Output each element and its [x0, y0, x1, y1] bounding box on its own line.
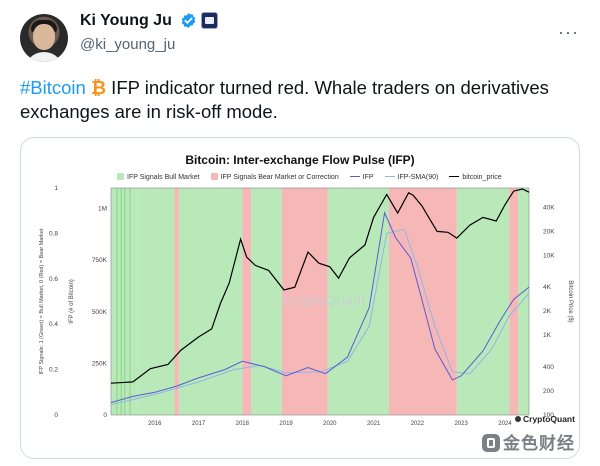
price-tick-1: 20K — [543, 228, 555, 235]
bear-band-0 — [174, 188, 179, 415]
price-axis-label: Bitcoin Price ($) — [567, 280, 573, 322]
bull-band-2 — [178, 188, 243, 415]
signal-tick-1: 0.8 — [49, 230, 58, 237]
sma-line — [110, 228, 530, 406]
price-tick-2: 10K — [543, 252, 555, 259]
ifp-tick-0: 1M — [98, 206, 107, 213]
x-tick-1: 2017 — [192, 421, 206, 427]
ifp-tick-3: 250K — [92, 360, 108, 367]
x-tick-3: 2019 — [279, 421, 293, 427]
legend-bear: IFP Signals Bear Market or Correction — [210, 173, 339, 181]
hashtag-link[interactable]: #Bitcoin — [20, 77, 86, 98]
price-tick-0: 40K — [543, 204, 555, 211]
ifp-tick-4: 0 — [103, 412, 107, 419]
bull-band-5 — [456, 188, 510, 415]
legend-price-label: bitcoin_price — [462, 174, 502, 181]
x-tick-5: 2021 — [367, 421, 381, 427]
chart-legend: IFP Signals Bull Market IFP Signals Bear… — [117, 173, 511, 183]
bull-stripe-0 — [116, 188, 118, 415]
avatar[interactable] — [20, 14, 68, 62]
bear-band-1 — [242, 188, 252, 415]
bear-band-4 — [509, 188, 519, 415]
signal-tick-0: 1 — [54, 185, 58, 192]
plot-frame — [110, 187, 530, 416]
legend-sma-label: IFP-SMA(90) — [397, 174, 439, 181]
price-tick-7: 200 — [543, 388, 554, 395]
watermark: CryptoQuant — [281, 292, 366, 308]
price-line — [110, 188, 530, 384]
chart-image-card[interactable]: 1 0.8 0.6 0.4 0.2 0 1M 750K 500K 250K 0 40K 20K 10K 4K… — [20, 137, 580, 459]
bear-band-2 — [281, 188, 328, 415]
price-tick-3: 4K — [543, 284, 552, 291]
price-tick-5: 1K — [543, 332, 552, 339]
ifp-line — [110, 211, 530, 404]
ifp-tick-1: 750K — [92, 257, 108, 264]
tweet-text: #Bitcoin ₿ IFP indicator turned red. Wha… — [20, 76, 580, 124]
x-tick-4: 2020 — [323, 421, 337, 427]
affiliate-badge-icon[interactable] — [201, 12, 218, 29]
ifp-chart: 1 0.8 0.6 0.4 0.2 0 1M 750K 500K 250K 0 40K 20K 10K 4K… — [39, 185, 573, 427]
tweet-body: IFP indicator turned red. Whale traders … — [20, 77, 549, 122]
signal-tick-2: 0.6 — [49, 276, 58, 283]
ifp-axis-label: IFP (# of Bitcoin) — [69, 279, 75, 324]
bull-stripe-2 — [124, 188, 126, 415]
bull-band-1 — [137, 188, 175, 415]
price-tick-4: 2K — [543, 308, 552, 315]
bull-stripe-1 — [120, 188, 122, 415]
signal-tick-5: 0 — [54, 412, 58, 419]
legend-price: bitcoin_price — [449, 174, 502, 181]
legend-sma: IFP-SMA(90) — [384, 174, 439, 181]
bull-band-6 — [518, 188, 529, 415]
x-tick-0: 2016 — [148, 421, 162, 427]
author-name[interactable]: Ki Young Ju — [80, 12, 172, 29]
cryptoquant-logo: CryptoQuant — [515, 414, 575, 424]
legend-bull-label: IFP Signals Bull Market — [127, 174, 200, 181]
cryptoquant-logo-text: CryptoQuant — [523, 414, 575, 424]
legend-ifp: IFP — [349, 174, 374, 181]
legend-ifp-label: IFP — [362, 174, 374, 181]
signal-tick-4: 0.2 — [49, 367, 58, 374]
legend-bear-label: IFP Signals Bear Market or Correction — [220, 174, 339, 181]
x-tick-2: 2018 — [236, 421, 250, 427]
bull-stripe-3 — [129, 188, 131, 415]
x-tick-6: 2022 — [411, 421, 425, 427]
signal-axis-label: IFP Signals: 1 (Green) = Bull Market, 0 … — [39, 228, 45, 374]
price-tick-6: 400 — [543, 364, 554, 371]
bitcoin-emoji-icon: ₿ — [90, 77, 107, 98]
bull-band-3 — [251, 188, 282, 415]
bull-band-4 — [327, 188, 389, 415]
author-handle[interactable]: @ki_young_ju — [80, 36, 176, 53]
verified-badge-icon — [181, 13, 196, 28]
legend-bull: IFP Signals Bull Market — [117, 173, 200, 181]
x-tick-8: 2024 — [498, 421, 512, 427]
source-badge-text: 金色财经 — [503, 434, 575, 453]
jinse-logo-icon — [482, 434, 500, 452]
signal-tick-3: 0.4 — [49, 321, 58, 328]
x-tick-7: 2023 — [454, 421, 468, 427]
ellipsis-icon[interactable]: ··· — [558, 22, 579, 42]
ifp-tick-2: 500K — [92, 309, 108, 316]
chart-title: Bitcoin: Inter-exchange Flow Pulse (IFP) — [185, 153, 415, 167]
price-tick-8: 100 — [543, 412, 554, 419]
source-badge: 金色财经 — [482, 429, 575, 454]
